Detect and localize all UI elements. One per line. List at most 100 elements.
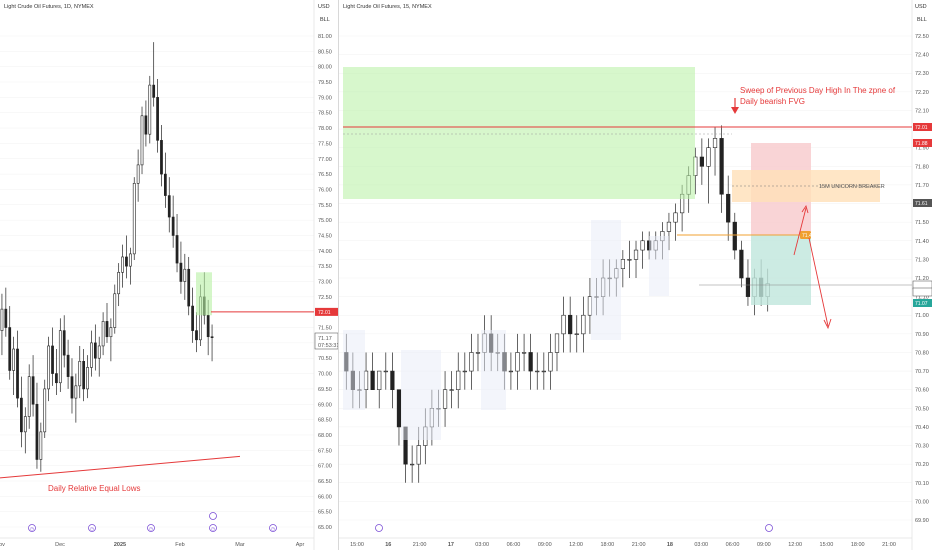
y-axis-tick-label: 65.50 [318, 510, 332, 516]
y-axis-tick-label: 79.50 [318, 80, 332, 86]
y-axis-tick-label: 71.70 [915, 183, 929, 189]
x-axis-tick-label: 09:00 [538, 542, 552, 548]
y-axis-tick-label: 70.10 [915, 481, 929, 487]
candle-body [442, 389, 448, 409]
candle-body [383, 370, 388, 373]
earnings-icon [147, 524, 155, 532]
candle-body [541, 370, 546, 373]
price-badge-text: 72.01 [915, 125, 928, 131]
candle-body [515, 352, 520, 372]
candle-body [449, 389, 454, 391]
price-badge-level [315, 307, 338, 316]
candle-body [121, 256, 124, 273]
y-axis-tick-label: 70.00 [318, 372, 332, 378]
candle-body [561, 314, 566, 335]
y-axis-tick-label: 70.20 [915, 462, 929, 468]
y-axis-tick-label: 68.50 [318, 418, 332, 424]
y-axis-tick-label: 73.00 [318, 280, 332, 286]
candle-body [195, 330, 198, 341]
y-axis-tick-label: 70.60 [915, 388, 929, 394]
candle-body [23, 416, 27, 433]
session-box [591, 220, 621, 340]
candle-body [78, 360, 82, 387]
daily-unit-label: BLL [320, 17, 330, 23]
candle-body [97, 345, 101, 359]
price-badge [913, 299, 932, 307]
sweep-annotation-line1: Sweep of Previous Day High In The zpne o… [740, 86, 896, 95]
candle-body [74, 385, 78, 399]
candle-body [581, 314, 586, 335]
session-box [401, 350, 441, 440]
daily-price-chart[interactable]: 81.00 80.50 80.00 79.50 79.00 78.50 78.00 77.50… [0, 0, 338, 550]
candle-body [20, 397, 23, 433]
y-axis-tick-label: 70.30 [915, 444, 929, 450]
earnings-icon-glyph: ◷ [90, 526, 95, 531]
countdown-text: 07:53:31 [318, 343, 338, 349]
candle-body [167, 195, 171, 218]
projection-arrow-down [808, 237, 829, 327]
x-axis-tick-label: 2025 [114, 542, 126, 548]
price-badge-text: 71.17 [915, 283, 928, 289]
candle-body [396, 389, 402, 428]
candle-body [706, 147, 711, 167]
x-axis-tick-label: 03:00 [694, 542, 708, 548]
intraday-unit-label: BLL [917, 17, 927, 23]
price-badge [912, 287, 932, 297]
projection-arrowhead-up [801, 204, 809, 214]
x-axis-tick-label: 18 [667, 542, 673, 548]
candle-body [548, 352, 553, 372]
candle-body [179, 262, 183, 282]
x-axis-tick-label: 18:00 [851, 542, 865, 548]
y-axis-tick-label: 72.20 [915, 90, 929, 96]
candle-body [160, 140, 163, 175]
y-axis-tick-label: 75.00 [318, 218, 332, 224]
y-axis-tick-label: 67.00 [318, 464, 332, 470]
y-axis-tick-label: 80.50 [318, 49, 332, 55]
y-axis-tick-label: 70.40 [915, 425, 929, 431]
candle-body [673, 212, 678, 223]
candle-body [35, 403, 39, 460]
intraday-chart-pane[interactable]: Light Crude Oil Futures, 15, NYMEX USD B… [339, 0, 932, 550]
candle-body [633, 249, 639, 260]
x-axis-tick-label: 03:00 [475, 542, 489, 548]
y-axis-tick-label: 70.50 [915, 406, 929, 412]
y-axis-tick-label: 70.90 [915, 332, 929, 338]
y-axis-tick-label: 71.40 [915, 239, 929, 245]
candle-body [140, 115, 144, 166]
candle-body [156, 97, 159, 141]
y-axis-tick-label: 66.00 [318, 494, 332, 500]
candle-body [469, 352, 474, 372]
session-box [649, 236, 669, 296]
projection-arrow-up [793, 207, 807, 256]
candle-body [416, 445, 421, 465]
x-axis-tick-label: 21:00 [882, 542, 896, 548]
y-axis-tick-label: 71.30 [915, 257, 929, 263]
candle-body [86, 367, 89, 390]
y-axis-tick-label: 78.00 [318, 126, 332, 132]
candle-body [699, 156, 704, 167]
session-box [481, 330, 506, 410]
intraday-price-chart[interactable]: 72.5072.4072.3072.2072.1072.0071.9071.80… [339, 0, 932, 550]
earnings-icon [209, 524, 217, 532]
x-axis-tick-label: Dec [55, 542, 65, 548]
y-axis-tick-label: 72.50 [318, 295, 332, 301]
price-badge-text: 08:21 [915, 290, 928, 296]
y-axis-tick-label: 71.00 [915, 313, 929, 319]
y-axis-tick-label: 74.00 [318, 249, 332, 255]
y-axis-tick-label: 78.50 [318, 111, 332, 117]
y-axis-tick-label: 73.50 [318, 264, 332, 270]
daily-chart-pane[interactable]: Light Crude Oil Futures, 1D, NYMEX USD B… [0, 0, 339, 550]
earnings-icon-glyph: ◷ [30, 526, 35, 531]
x-axis-tick-label: 12:00 [788, 542, 802, 548]
candle-body [640, 240, 645, 251]
y-axis-tick-label: 70.00 [915, 499, 929, 505]
price-badge-text: 71.07 [915, 301, 928, 307]
candle-body [521, 352, 527, 354]
daily-bearish-fvg-zone [343, 67, 695, 199]
candle-body [171, 216, 175, 236]
take-profit-zone [751, 235, 811, 305]
x-axis-tick-label: Apr [296, 542, 305, 548]
candle-body [152, 84, 156, 98]
flag-icon [765, 524, 773, 532]
y-axis-tick-label: 72.10 [915, 108, 929, 114]
